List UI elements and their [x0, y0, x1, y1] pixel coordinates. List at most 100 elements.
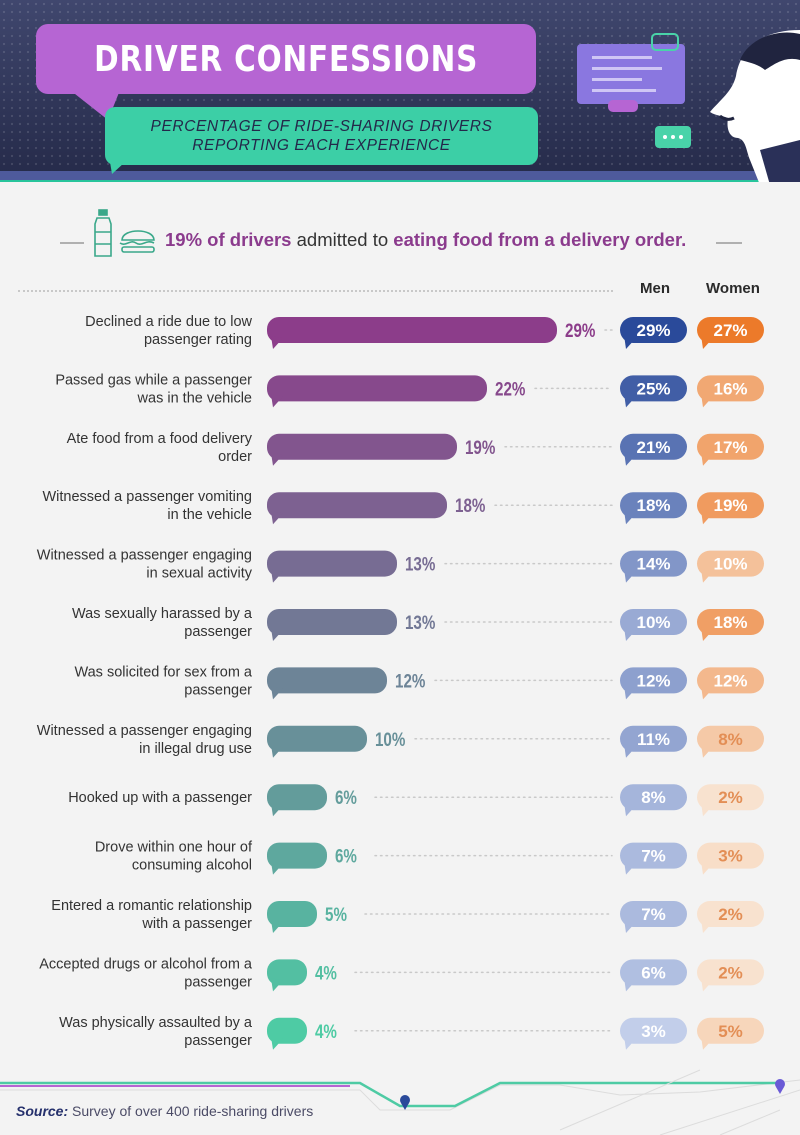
category-label: Drove within one hour of [95, 840, 253, 856]
bar-tail [271, 569, 283, 583]
bar [267, 667, 387, 694]
category-label: Ate food from a food delivery [67, 431, 253, 447]
bar-value-label: 6% [335, 845, 357, 867]
subtitle-line-1: PERCENTAGE OF RIDE-SHARING DRIVERS [150, 118, 493, 135]
women-value-label: 2% [718, 905, 743, 924]
category-label: Witnessed a passenger vomiting [42, 489, 252, 505]
bar-tail [271, 511, 283, 525]
men-pill [620, 842, 687, 869]
category-label: Was sexually harassed by a [72, 606, 253, 622]
bar-value-label: 19% [465, 436, 495, 458]
men-value-label: 10% [636, 613, 670, 632]
women-pill-tail [701, 685, 713, 700]
women-pill-tail [701, 568, 713, 583]
women-value-label: 19% [713, 496, 747, 515]
bar [267, 550, 397, 577]
men-pill [620, 959, 687, 986]
header-stripe [0, 171, 800, 180]
category-label: Declined a ride due to low [85, 314, 252, 330]
driver-face-icon [710, 30, 800, 182]
category-label: was in the vehicle [137, 390, 252, 406]
bar-tail [271, 744, 283, 758]
category-label: Witnessed a passenger engaging [37, 548, 252, 564]
column-header-women: Women [706, 280, 760, 297]
men-value-label: 25% [636, 379, 670, 398]
road-map-decoration [0, 1069, 800, 1135]
women-pill-tail [701, 451, 713, 466]
bar-value-label: 18% [455, 495, 485, 517]
category-label: Was solicited for sex from a [74, 664, 252, 680]
callout-highlight-percent: 19% of drivers [165, 229, 292, 250]
men-pill [620, 492, 687, 519]
source-text: Survey of over 400 ride-sharing drivers [68, 1103, 314, 1119]
callout-divider-right [716, 242, 742, 244]
women-pill-tail [701, 627, 713, 641]
chat-screen-icon [577, 44, 685, 112]
callout-divider-left [60, 242, 84, 244]
women-value-label: 8% [718, 730, 743, 749]
men-pill-tail [624, 919, 636, 933]
men-pill-tail [624, 743, 636, 758]
bar-value-label: 4% [315, 962, 337, 984]
women-value-label: 27% [713, 321, 747, 340]
bar [267, 1017, 307, 1044]
bar-tail [271, 861, 283, 875]
category-label: Was physically assaulted by a [59, 1015, 253, 1031]
men-pill [620, 609, 687, 635]
column-header-men: Men [640, 280, 670, 297]
women-pill [697, 550, 764, 577]
bar [267, 609, 397, 635]
title-bubble: DRIVER CONFESSIONS [36, 24, 536, 94]
men-value-label: 7% [641, 847, 666, 866]
men-value-label: 12% [636, 671, 670, 690]
men-pill [620, 667, 687, 694]
callout-highlight-action: eating food from a delivery order. [393, 229, 687, 250]
callout-connector: admitted to [291, 229, 394, 250]
bar [267, 842, 327, 869]
callout-statement: 19% of drivers admitted to eating food f… [165, 229, 710, 251]
bar-tail [271, 686, 283, 700]
bar-tail [271, 1036, 283, 1050]
source-label: Source: [16, 1103, 69, 1119]
category-label: consuming alcohol [132, 858, 252, 874]
bar-value-label: 4% [315, 1020, 337, 1042]
header-banner: DRIVER CONFESSIONS PERCENTAGE OF RIDE-SH… [0, 0, 800, 182]
bar-tail [271, 452, 283, 466]
bar-tail [271, 394, 283, 408]
women-pill-tail [701, 743, 713, 758]
category-label: passenger [184, 624, 252, 640]
men-pill [620, 433, 687, 460]
category-label: Accepted drugs or alcohol from a [39, 956, 253, 972]
category-label: in the vehicle [167, 507, 252, 523]
category-label: Passed gas while a passenger [55, 372, 252, 388]
map-pin-icon [400, 1095, 410, 1110]
bar-tail [271, 978, 283, 992]
category-label: passenger [184, 1033, 252, 1049]
men-pill [620, 375, 687, 402]
header-accent-stripe [0, 180, 800, 182]
bar-value-label: 5% [325, 903, 347, 925]
women-pill [697, 725, 764, 752]
category-label: Witnessed a passenger engaging [37, 723, 252, 739]
bar-value-label: 22% [495, 378, 525, 400]
subtitle-bubble: PERCENTAGE OF RIDE-SHARING DRIVERS REPOR… [105, 107, 538, 165]
bar [267, 725, 367, 752]
category-label: in sexual activity [146, 566, 252, 582]
bar-value-label: 6% [335, 787, 357, 809]
men-pill-tail [624, 977, 636, 992]
bar [267, 784, 327, 811]
men-pill-tail [624, 568, 636, 583]
men-pill-tail [624, 510, 636, 525]
women-pill [697, 375, 764, 402]
men-value-label: 8% [641, 788, 666, 807]
men-value-label: 14% [636, 555, 670, 574]
men-value-label: 7% [641, 905, 666, 924]
source-note: Source: Survey of over 400 ride-sharing … [16, 1103, 313, 1119]
men-pill [620, 317, 687, 343]
women-pill-tail [701, 919, 713, 933]
women-pill-tail [701, 1035, 713, 1050]
men-value-label: 18% [636, 496, 670, 515]
category-label: Hooked up with a passenger [68, 790, 252, 806]
women-value-label: 2% [718, 788, 743, 807]
women-pill [697, 667, 764, 694]
